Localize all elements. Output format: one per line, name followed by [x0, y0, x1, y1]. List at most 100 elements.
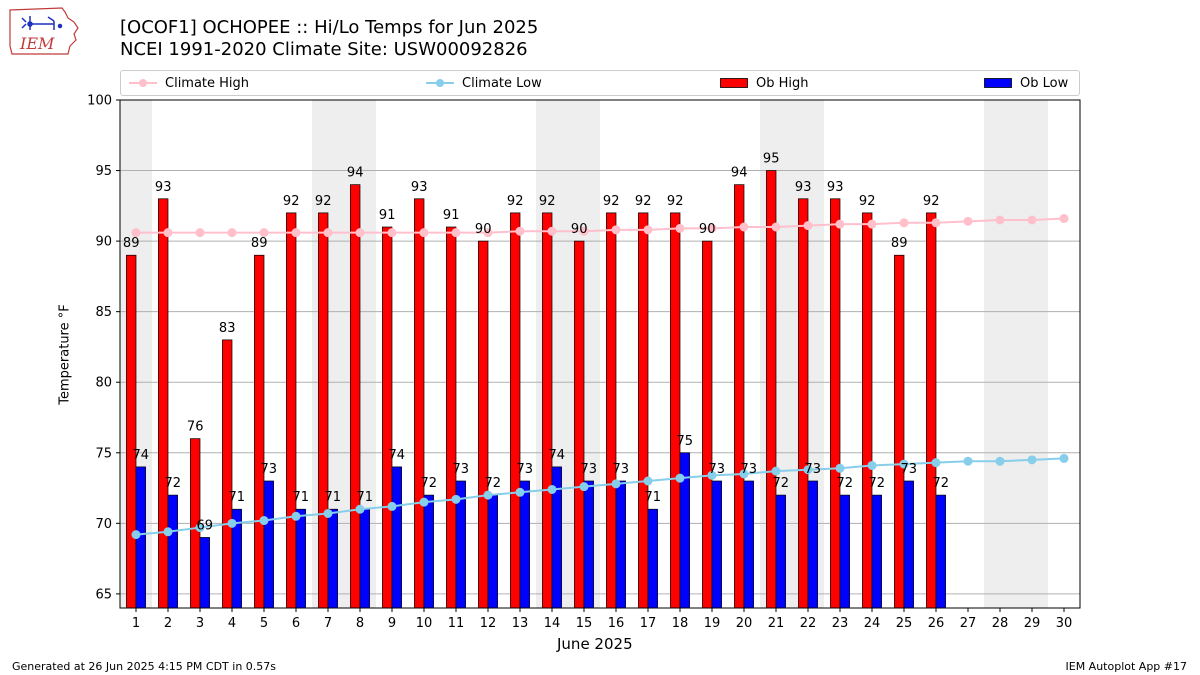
ob-high-label: 93 — [795, 180, 812, 195]
climate-high-point — [259, 228, 269, 238]
ob-high-label: 92 — [507, 194, 524, 209]
x-tick-label: 19 — [704, 616, 721, 631]
ob-low-bar — [167, 494, 178, 609]
ob-high-bar — [926, 212, 937, 609]
ob-low-label: 74 — [133, 448, 150, 463]
climate-low-point — [355, 504, 365, 514]
ob-high-label: 92 — [283, 194, 300, 209]
ob-low-label: 72 — [165, 476, 182, 491]
x-tick-label: 25 — [896, 616, 913, 631]
legend-label: Climate High — [165, 75, 250, 91]
climate-low-point — [643, 476, 653, 486]
climate-low-point — [611, 479, 621, 489]
climate-low-point — [707, 470, 717, 480]
climate-high-point — [707, 223, 717, 233]
ob-high-bar — [478, 240, 489, 609]
climate-high-point — [387, 228, 397, 238]
climate-high-point — [931, 218, 941, 228]
x-tick-label: 29 — [1024, 616, 1041, 631]
ob-low-label: 74 — [549, 448, 566, 463]
ob-low-label: 72 — [869, 476, 886, 491]
climate-low-point — [867, 460, 877, 470]
x-tick-label: 11 — [448, 616, 465, 631]
climate-low-point — [195, 523, 205, 533]
ob-high-label: 95 — [763, 152, 780, 167]
ob-low-bar — [871, 494, 882, 609]
x-tick-label: 6 — [292, 616, 300, 631]
climate-low-point — [771, 466, 781, 476]
x-tick-label: 21 — [768, 616, 785, 631]
ob-high-bar — [318, 212, 329, 609]
ob-high-bar — [158, 198, 169, 609]
climate-high-point — [323, 228, 333, 238]
iem-logo: IEM — [9, 7, 79, 55]
climate-high-point — [1059, 214, 1069, 224]
climate-high-point — [771, 222, 781, 232]
climate-high-point — [451, 228, 461, 238]
ob-low-bar — [743, 480, 754, 609]
climate-low-point — [675, 473, 685, 483]
climate-high-point — [899, 218, 909, 228]
ob-high-bar — [126, 254, 137, 609]
plot-frame — [119, 99, 1081, 609]
ob-low-label: 73 — [741, 462, 758, 477]
ob-high-bar — [542, 212, 553, 609]
ob-low-bar — [583, 480, 594, 609]
climate-high-point — [675, 223, 685, 233]
ob-high-label: 92 — [603, 194, 620, 209]
ob-high-label: 92 — [539, 194, 556, 209]
ob-low-label: 71 — [325, 490, 342, 505]
ob-high-label: 89 — [251, 236, 268, 251]
climate-low-point — [451, 494, 461, 504]
ob-low-bar — [775, 494, 786, 609]
ob-high-bar — [222, 339, 233, 609]
x-tick-label: 30 — [1056, 616, 1073, 631]
y-tick-label: 95 — [95, 164, 112, 179]
ob-low-bar — [903, 480, 914, 609]
ob-high-label: 92 — [315, 194, 332, 209]
ob-low-label: 73 — [581, 462, 598, 477]
ob-low-label: 73 — [453, 462, 470, 477]
climate-high-point — [835, 219, 845, 229]
climate-low-swatch-icon — [426, 79, 454, 87]
climate-high-point — [995, 215, 1005, 225]
x-tick-label: 10 — [416, 616, 433, 631]
climate-low-point — [899, 459, 909, 469]
ob-high-label: 92 — [859, 194, 876, 209]
ob-high-label: 91 — [379, 208, 396, 223]
ob-high-label: 89 — [123, 236, 140, 251]
climate-low-point — [419, 497, 429, 507]
ob-high-bar — [606, 212, 617, 609]
ob-low-bar — [199, 537, 210, 609]
ob-low-label: 73 — [613, 462, 630, 477]
ob-low-label: 72 — [421, 476, 438, 491]
x-tick-label: 1 — [132, 616, 140, 631]
climate-low-point — [1027, 455, 1037, 465]
ob-high-swatch-icon — [720, 78, 748, 88]
y-tick-label: 90 — [95, 235, 112, 250]
ob-low-label: 75 — [677, 434, 694, 449]
climate-low-point — [931, 458, 941, 468]
climate-high-point — [291, 228, 301, 238]
x-tick-label: 8 — [356, 616, 364, 631]
climate-high-point — [163, 228, 173, 238]
climate-high-point — [547, 226, 557, 236]
ob-low-label: 69 — [197, 518, 214, 533]
climate-high-point — [131, 228, 141, 238]
climate-high-point — [739, 222, 749, 232]
ob-high-label: 83 — [219, 321, 236, 336]
x-tick-label: 22 — [800, 616, 817, 631]
ob-high-label: 94 — [347, 166, 364, 181]
climate-low-point — [579, 482, 589, 492]
chart-subtitle: NCEI 1991-2020 Climate Site: USW00092826 — [120, 39, 528, 60]
climate-low-point — [387, 501, 397, 511]
ob-low-bar — [935, 494, 946, 609]
ob-high-bar — [574, 240, 585, 609]
climate-high-point — [483, 228, 493, 238]
climate-low-point — [995, 456, 1005, 466]
ob-low-label: 74 — [389, 448, 406, 463]
ob-low-bar — [615, 480, 626, 609]
climate-low-point — [963, 456, 973, 466]
x-tick-label: 27 — [960, 616, 977, 631]
